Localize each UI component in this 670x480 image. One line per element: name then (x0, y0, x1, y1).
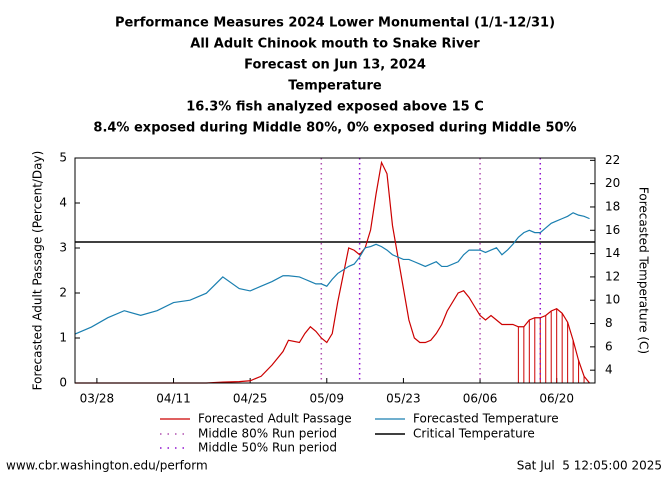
footer-right: Sat Jul 5 12:05:00 2025 (517, 459, 662, 473)
y2-tick-label: 18 (605, 199, 620, 213)
y-tick-label: 5 (59, 151, 67, 165)
x-tick-label: 05/23 (386, 392, 421, 406)
series-line (74, 212, 590, 335)
y-tick-label: 0 (59, 376, 67, 390)
legend-label: Critical Temperature (413, 427, 535, 441)
x-tick-label: 03/28 (80, 392, 115, 406)
y-tick-label: 4 (59, 196, 67, 210)
x-tick-label: 06/20 (539, 392, 574, 406)
chart-title: Performance Measures 2024 Lower Monument… (115, 16, 555, 31)
chart-title: Forecast on Jun 13, 2024 (244, 58, 426, 73)
legend-label: Middle 80% Run period (198, 427, 337, 441)
chart-title: Temperature (288, 79, 382, 94)
y-tick-label: 2 (59, 286, 67, 300)
y-tick-label: 3 (59, 241, 67, 255)
y-tick-label: 1 (59, 331, 67, 345)
y2-axis-label: Forecasted Temperature (C) (637, 187, 651, 354)
legend-label: Forecasted Adult Passage (198, 412, 352, 426)
y2-tick-label: 16 (605, 223, 620, 237)
x-tick-label: 04/11 (156, 392, 191, 406)
x-tick-label: 06/06 (463, 392, 498, 406)
chart-title: All Adult Chinook mouth to Snake River (190, 37, 480, 52)
legend-label: Middle 50% Run period (198, 441, 337, 455)
plot-frame (74, 157, 596, 384)
y2-tick-label: 22 (605, 153, 620, 167)
y2-tick-label: 6 (605, 339, 613, 353)
legend-label: Forecasted Temperature (413, 412, 559, 426)
y-axis-label: Forecasted Adult Passage (Percent/Day) (31, 151, 45, 391)
footer-left: www.cbr.washington.edu/perform (6, 459, 208, 473)
chart-title: 16.3% fish analyzed exposed above 15 C (186, 100, 484, 115)
y2-tick-label: 20 (605, 176, 620, 190)
x-tick-label: 04/25 (233, 392, 268, 406)
y2-tick-label: 8 (605, 316, 613, 330)
y2-tick-label: 10 (605, 293, 620, 307)
y2-tick-label: 12 (605, 269, 620, 283)
chart-title: 8.4% exposed during Middle 80%, 0% expos… (93, 121, 576, 136)
x-tick-label: 05/09 (309, 392, 344, 406)
y2-tick-label: 14 (605, 246, 620, 260)
y2-tick-label: 4 (605, 363, 613, 377)
series-line (75, 160, 590, 384)
